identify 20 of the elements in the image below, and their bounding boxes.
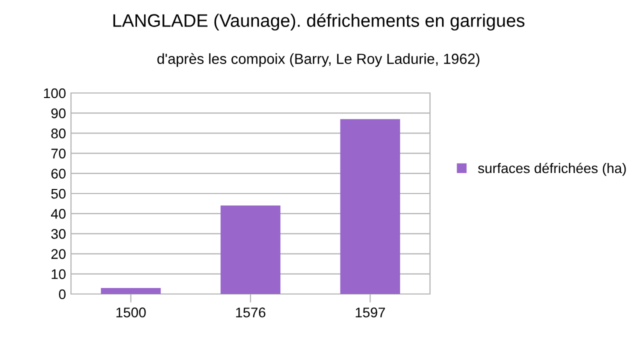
- y-tick-label: 90: [51, 108, 66, 118]
- y-tick-label: 100: [44, 88, 66, 98]
- y-tick-label: 20: [51, 249, 66, 259]
- chart-subtitle: d'après les compoix (Barry, Le Roy Ladurie, 1962): [157, 53, 480, 67]
- bar: [220, 206, 280, 294]
- y-tick-label: 0: [58, 289, 66, 300]
- y-tick-label: 50: [51, 188, 66, 199]
- x-tick-label: 1576: [236, 308, 266, 318]
- x-tick-label: 1597: [356, 308, 385, 318]
- y-tick-label: 80: [51, 128, 66, 138]
- legend-label: surfaces défrichées (ha): [478, 162, 626, 176]
- y-tick-label: 70: [51, 148, 66, 158]
- y-tick-label: 40: [51, 208, 66, 219]
- x-tick-label: 1500: [116, 308, 146, 318]
- bar: [340, 119, 400, 294]
- y-tick-label: 10: [52, 269, 66, 280]
- chart-title: LANGLADE (Vaunage). défrichements en garrigues: [113, 13, 524, 31]
- bar: [100, 288, 161, 294]
- y-tick-label: 60: [51, 168, 66, 179]
- y-tick-label: 30: [51, 229, 66, 239]
